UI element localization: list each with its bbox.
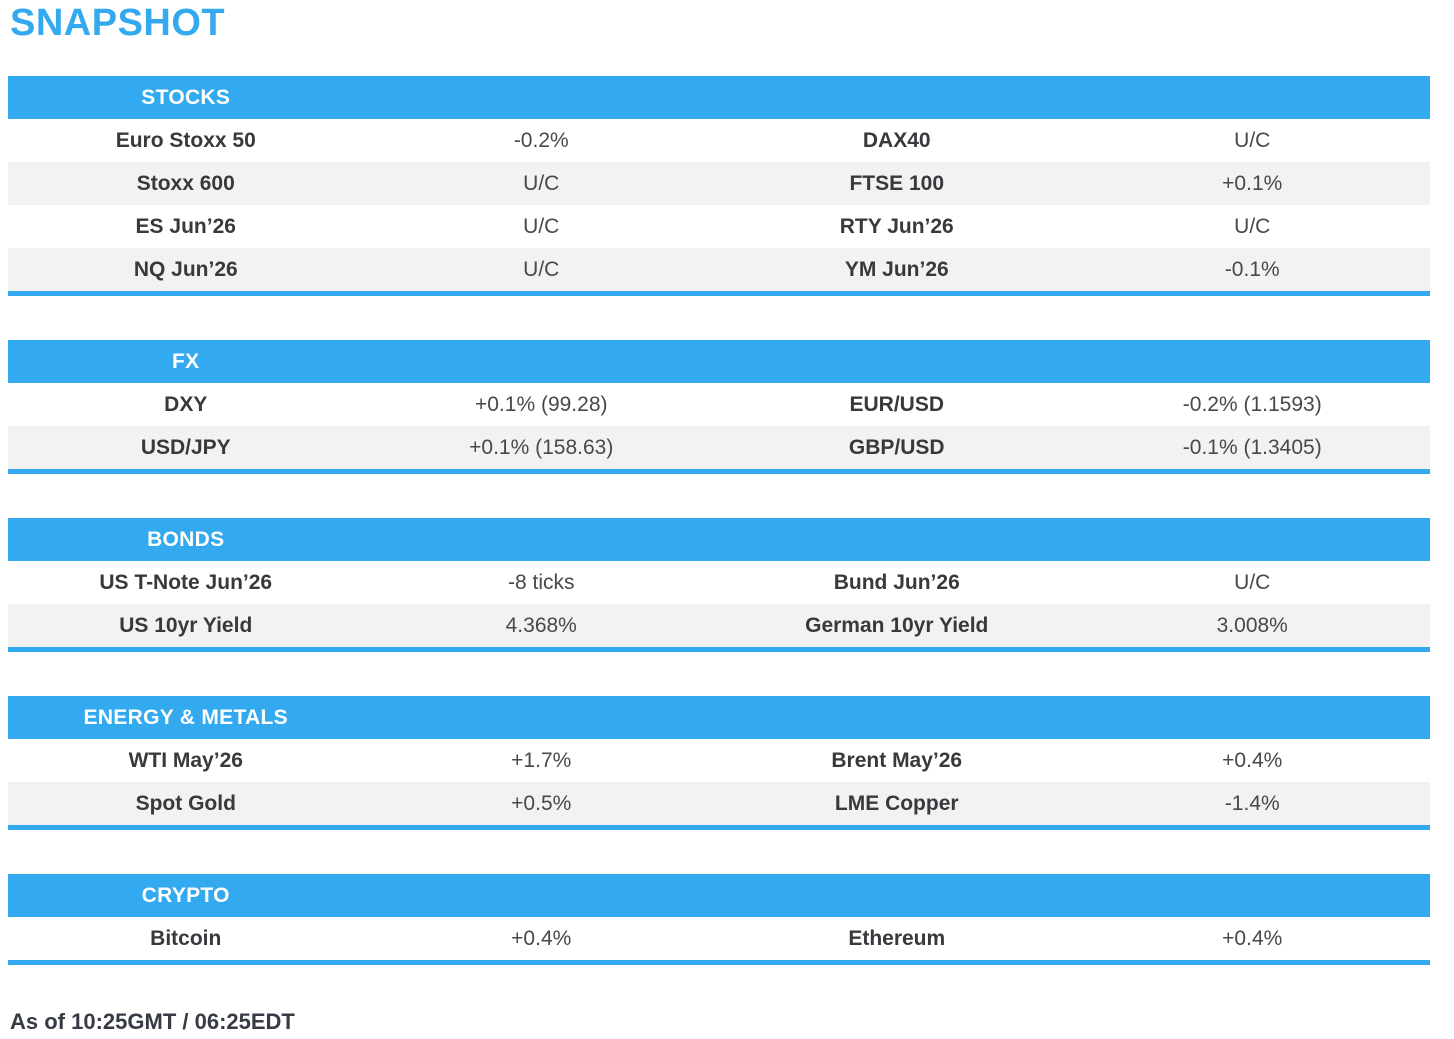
instrument-label: Bitcoin xyxy=(150,926,222,950)
table-row: Bitcoin +0.4% Ethereum +0.4% xyxy=(8,917,1430,960)
instrument-label: WTI May’26 xyxy=(128,748,243,772)
section-stocks-rows: Euro Stoxx 50 -0.2% DAX40 U/C Stoxx 600 … xyxy=(8,119,1430,291)
section-header-label: FX xyxy=(172,350,200,373)
table-row: US 10yr Yield 4.368% German 10yr Yield 3… xyxy=(8,604,1430,647)
section-bonds-header: BONDS xyxy=(8,518,1430,561)
table-row: NQ Jun’26 U/C YM Jun’26 -0.1% xyxy=(8,248,1430,291)
instrument-label: RTY Jun’26 xyxy=(839,214,954,238)
instrument-label: US T-Note Jun’26 xyxy=(99,570,273,594)
table-row: Stoxx 600 U/C FTSE 100 +0.1% xyxy=(8,162,1430,205)
instrument-label: YM Jun’26 xyxy=(844,257,949,281)
instrument-label: ES Jun’26 xyxy=(135,214,236,238)
instrument-value: -0.2% xyxy=(513,128,569,152)
instrument-label: USD/JPY xyxy=(140,435,231,459)
section-header-label: ENERGY & METALS xyxy=(83,706,288,729)
instrument-value: U/C xyxy=(523,214,560,238)
instrument-label: German 10yr Yield xyxy=(805,613,989,637)
instrument-label: NQ Jun’26 xyxy=(133,257,238,281)
section-crypto-rows: Bitcoin +0.4% Ethereum +0.4% xyxy=(8,917,1430,960)
section-energy-metals: ENERGY & METALS WTI May’26 +1.7% Brent M… xyxy=(8,696,1430,830)
section-fx-rows: DXY +0.1% (99.28) EUR/USD -0.2% (1.1593)… xyxy=(8,383,1430,469)
instrument-label: US 10yr Yield xyxy=(119,613,253,637)
table-row: US T-Note Jun’26 -8 ticks Bund Jun’26 U/… xyxy=(8,561,1430,604)
title-bar: SNAPSHOT xyxy=(8,0,1454,76)
section-header-label: CRYPTO xyxy=(141,884,230,907)
table-row: USD/JPY +0.1% (158.63) GBP/USD -0.1% (1.… xyxy=(8,426,1430,469)
section-stocks-header: STOCKS xyxy=(8,76,1430,119)
instrument-label: LME Copper xyxy=(834,791,959,815)
table-row: Euro Stoxx 50 -0.2% DAX40 U/C xyxy=(8,119,1430,162)
instrument-value: 4.368% xyxy=(505,613,577,637)
instrument-label: Spot Gold xyxy=(135,791,236,815)
instrument-label: Ethereum xyxy=(848,926,946,950)
instrument-value: +0.5% xyxy=(511,791,572,815)
instrument-value: -0.2% (1.1593) xyxy=(1182,392,1322,416)
section-fx-header: FX xyxy=(8,340,1430,383)
page-title: SNAPSHOT xyxy=(10,2,226,44)
footer-timestamp: As of 10:25GMT / 06:25EDT xyxy=(10,1009,295,1034)
table-row: ES Jun’26 U/C RTY Jun’26 U/C xyxy=(8,205,1430,248)
instrument-value: U/C xyxy=(1234,214,1271,238)
instrument-value: +0.1% xyxy=(1222,171,1283,195)
instrument-label: Bund Jun’26 xyxy=(833,570,960,594)
section-stocks: STOCKS Euro Stoxx 50 -0.2% DAX40 U/C Sto… xyxy=(8,76,1430,296)
instrument-value: +0.4% xyxy=(1222,748,1283,772)
section-crypto: CRYPTO Bitcoin +0.4% Ethereum +0.4% xyxy=(8,874,1430,965)
section-energy-metals-rows: WTI May’26 +1.7% Brent May’26 +0.4% Spot… xyxy=(8,739,1430,825)
instrument-value: -1.4% xyxy=(1224,791,1280,815)
instrument-label: Stoxx 600 xyxy=(136,171,235,195)
instrument-value: U/C xyxy=(523,257,560,281)
instrument-value: +0.4% xyxy=(511,926,572,950)
instrument-label: Brent May’26 xyxy=(831,748,963,772)
instrument-label: GBP/USD xyxy=(848,435,945,459)
table-row: Spot Gold +0.5% LME Copper -1.4% xyxy=(8,782,1430,825)
section-crypto-header: CRYPTO xyxy=(8,874,1430,917)
instrument-label: FTSE 100 xyxy=(849,171,945,195)
table-row: DXY +0.1% (99.28) EUR/USD -0.2% (1.1593) xyxy=(8,383,1430,426)
instrument-value: 3.008% xyxy=(1216,613,1288,637)
instrument-value: -8 ticks xyxy=(507,570,575,594)
instrument-value: U/C xyxy=(1234,570,1271,594)
instrument-value: +0.1% (158.63) xyxy=(469,435,614,459)
section-header-label: STOCKS xyxy=(141,86,231,109)
instrument-value: +0.4% xyxy=(1222,926,1283,950)
instrument-value: +0.1% (99.28) xyxy=(474,392,608,416)
instrument-label: Euro Stoxx 50 xyxy=(115,128,256,152)
instrument-value: U/C xyxy=(523,171,560,195)
instrument-value: -0.1% (1.3405) xyxy=(1182,435,1322,459)
footer-bar: As of 10:25GMT / 06:25EDT xyxy=(8,1009,1454,1035)
table-row: WTI May’26 +1.7% Brent May’26 +0.4% xyxy=(8,739,1430,782)
instrument-label: DXY xyxy=(164,392,208,416)
instrument-value: -0.1% xyxy=(1224,257,1280,281)
instrument-value: +1.7% xyxy=(511,748,572,772)
section-fx: FX DXY +0.1% (99.28) EUR/USD -0.2% (1.15… xyxy=(8,340,1430,474)
instrument-label: EUR/USD xyxy=(849,392,944,416)
instrument-value: U/C xyxy=(1234,128,1271,152)
section-bonds: BONDS US T-Note Jun’26 -8 ticks Bund Jun… xyxy=(8,518,1430,652)
section-bonds-rows: US T-Note Jun’26 -8 ticks Bund Jun’26 U/… xyxy=(8,561,1430,647)
section-energy-metals-header: ENERGY & METALS xyxy=(8,696,1430,739)
instrument-label: DAX40 xyxy=(862,128,931,152)
section-header-label: BONDS xyxy=(147,528,225,551)
